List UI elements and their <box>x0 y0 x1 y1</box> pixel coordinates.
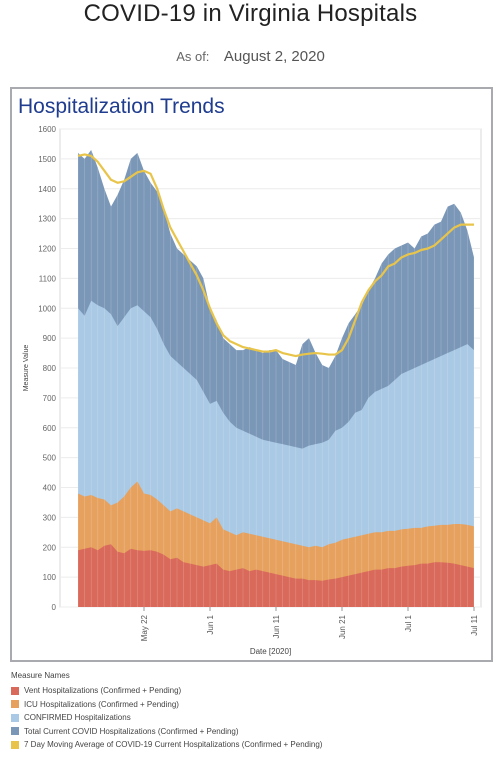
legend-item[interactable]: Vent Hospitalizations (Confirmed + Pendi… <box>11 684 491 698</box>
y-tick-label: 1000 <box>38 304 56 313</box>
y-tick-label: 1600 <box>38 125 56 134</box>
legend-item[interactable]: CONFIRMED Hospitalizations <box>11 711 491 725</box>
y-tick-label: 0 <box>52 603 57 612</box>
y-tick-label: 1500 <box>38 155 56 164</box>
legend-label: ICU Hospitalizations (Confirmed + Pendin… <box>24 699 179 709</box>
legend-item[interactable]: Total Current COVID Hospitalizations (Co… <box>11 725 491 739</box>
legend-label: Vent Hospitalizations (Confirmed + Pendi… <box>24 686 182 696</box>
legend-swatch <box>11 740 19 749</box>
legend: Measure Names Vent Hospitalizations (Con… <box>11 671 491 752</box>
y-tick-label: 1100 <box>39 274 57 283</box>
y-tick-label: 500 <box>43 454 57 463</box>
y-tick-label: 1200 <box>38 245 56 254</box>
legend-swatch <box>11 700 19 709</box>
legend-label: CONFIRMED Hospitalizations <box>24 713 131 723</box>
legend-title: Measure Names <box>11 671 70 680</box>
as-of-row: As of: August 2, 2020 <box>0 48 501 66</box>
x-tick-label: Jun 21 <box>338 614 347 639</box>
chart-title: Hospitalization Trends <box>18 95 225 118</box>
y-tick-label: 400 <box>43 484 57 493</box>
y-tick-label: 900 <box>43 334 57 343</box>
y-tick-label: 600 <box>43 424 57 433</box>
x-tick-label: May 22 <box>140 614 149 641</box>
x-tick-label: Jul 1 <box>404 614 413 631</box>
as-of-date: August 2, 2020 <box>223 48 325 65</box>
legend-swatch <box>11 713 19 722</box>
legend-label: Total Current COVID Hospitalizations (Co… <box>24 726 239 736</box>
page-title: COVID-19 in Virginia Hospitals <box>83 0 418 27</box>
y-axis-title: Measure Value <box>23 345 30 392</box>
x-axis-title: Date [2020] <box>250 647 291 656</box>
y-tick-label: 100 <box>43 573 57 582</box>
x-tick-label: Jun 11 <box>272 614 281 638</box>
legend-swatch <box>11 727 19 736</box>
y-tick-label: 800 <box>43 364 57 373</box>
moving-average-line <box>77 153 474 358</box>
y-tick-label: 1400 <box>38 185 56 194</box>
hospitalization-trends-chart[interactable]: 0 100 200 300 400 500 600 700 800 900 1000 1100 1200… <box>12 89 491 660</box>
legend-item[interactable]: ICU Hospitalizations (Confirmed + Pendin… <box>11 698 491 712</box>
area-series-0 <box>78 544 474 607</box>
y-tick-label: 1300 <box>38 215 56 224</box>
y-tick-label: 300 <box>43 513 57 522</box>
y-tick-label: 200 <box>43 543 57 552</box>
as-of-label: As of: <box>176 49 210 64</box>
legend-label: 7 Day Moving Average of COVID-19 Current… <box>24 740 323 750</box>
chart-panel: Hospitalization Trends 0 100 200 300 400 500 6… <box>10 87 493 662</box>
x-tick-label: Jun 1 <box>206 614 215 634</box>
x-tick-label: Jul 11 <box>470 614 479 635</box>
legend-swatch <box>11 686 19 695</box>
legend-item[interactable]: 7 Day Moving Average of COVID-19 Current… <box>11 738 491 752</box>
y-tick-label: 700 <box>43 394 57 403</box>
